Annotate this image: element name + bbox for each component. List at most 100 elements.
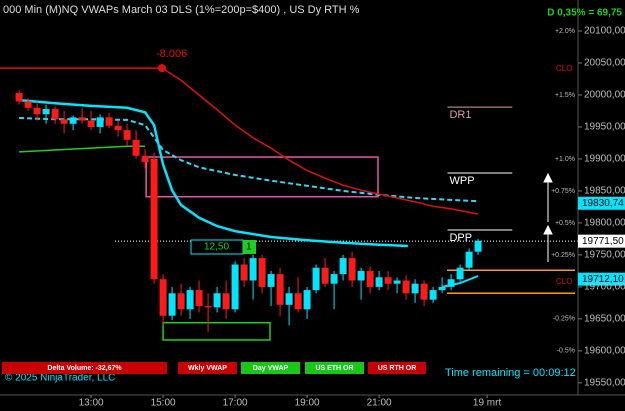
candle-body xyxy=(159,279,167,316)
arrow-head xyxy=(543,172,553,183)
candle-body xyxy=(339,258,347,275)
candle-body xyxy=(231,264,239,310)
price-marker-bg xyxy=(578,272,625,286)
x-tick-label: 21:00 xyxy=(367,398,392,409)
candle-body xyxy=(213,293,221,308)
candle-body xyxy=(168,293,176,316)
trend-arrows xyxy=(543,172,553,262)
y2-tick-label: +0.5% xyxy=(555,220,575,227)
candle-body xyxy=(222,293,230,310)
y2-tick-label: -0.5% xyxy=(557,348,575,355)
plot: DR1 WPP DPP -8.006 12,50 1 xyxy=(0,48,578,341)
pivot-label: DR1 xyxy=(449,109,471,121)
candle-body xyxy=(465,251,473,268)
candle-body xyxy=(276,274,284,305)
pivot-label: DPP xyxy=(449,232,472,244)
y2-tick-label: +1.0% xyxy=(555,156,575,163)
candle-body xyxy=(177,293,185,310)
arrow-head xyxy=(543,224,553,235)
candle-body xyxy=(303,290,311,310)
candle-body xyxy=(357,270,365,281)
y-tick-label: 19700,00 xyxy=(584,282,625,293)
candle-body xyxy=(186,290,194,310)
candle-body xyxy=(150,158,158,280)
candle-body xyxy=(330,274,338,284)
y2-tick-label: -0.25% xyxy=(553,316,575,323)
zone xyxy=(145,156,379,198)
x-tick-label: 15:00 xyxy=(151,398,176,409)
price-marker-label: 19830,74 xyxy=(582,198,624,209)
status-box xyxy=(178,362,237,374)
candle-body xyxy=(411,283,419,294)
candle-body xyxy=(240,264,248,281)
candle-body xyxy=(33,107,41,115)
candle-body xyxy=(438,286,446,291)
status-box xyxy=(2,362,167,374)
y-tick-label: 19650,00 xyxy=(584,314,625,325)
y-tick-label: 19900,00 xyxy=(584,154,625,165)
zone xyxy=(162,321,271,341)
price-marker-label: 19771,50 xyxy=(582,236,624,247)
candle-body xyxy=(105,117,113,126)
candle-body xyxy=(195,290,203,307)
x-tick-label: 19 mrt xyxy=(473,398,502,409)
y-tick-label: 20100,00 xyxy=(584,26,625,37)
close-label: CLO xyxy=(556,64,572,73)
candle-body xyxy=(384,277,392,284)
pivot-label: WPP xyxy=(449,175,474,187)
indicator-line xyxy=(18,98,408,248)
annotation-label: -8.006 xyxy=(156,48,187,60)
candle-body xyxy=(447,279,455,287)
time-remaining: Time remaining = 00:09:12 xyxy=(445,367,576,379)
price-marker-bg xyxy=(578,234,625,248)
status-label: US ETH OR xyxy=(315,365,353,372)
status-box xyxy=(368,362,426,374)
candle-body xyxy=(141,155,149,163)
candle-body xyxy=(348,258,356,281)
candle-body xyxy=(87,120,95,127)
tag-text: 12,50 xyxy=(204,242,229,253)
candle-body xyxy=(15,93,23,102)
candle-body xyxy=(258,258,266,287)
candle-body xyxy=(60,119,68,124)
y-tick-label: 20050,00 xyxy=(584,58,625,69)
candle-body xyxy=(366,270,374,287)
candle-body xyxy=(393,280,401,284)
status-label: Day VWAP xyxy=(253,365,289,372)
y-tick-label: 19850,00 xyxy=(584,186,625,197)
y-tick-label: 19550,00 xyxy=(584,377,625,388)
candle-body xyxy=(249,258,257,281)
candle-body xyxy=(132,139,140,156)
status-label: US RTH OR xyxy=(378,365,417,372)
status-box xyxy=(305,362,364,374)
candle-body xyxy=(51,109,59,120)
y-tick-label: 19600,00 xyxy=(584,346,625,357)
close-label: CLO xyxy=(556,277,572,286)
y-tick-label: 20000,00 xyxy=(584,90,625,101)
y2-tick-label: +0.75% xyxy=(551,188,575,195)
tag-count: 1 xyxy=(246,242,252,253)
header-right: D 0,35% = 69,75 xyxy=(547,8,622,19)
candle-body xyxy=(42,109,50,115)
candle-body xyxy=(474,240,482,252)
candle-body xyxy=(78,117,86,121)
candle-body xyxy=(285,293,293,305)
candle-body xyxy=(321,267,329,284)
candle-body xyxy=(429,290,437,300)
indicator-line xyxy=(0,67,479,215)
price-marker-label: 19712,10 xyxy=(582,274,624,285)
y-tick-label: 19950,00 xyxy=(584,122,625,133)
candle-body xyxy=(294,293,302,310)
candle-body xyxy=(402,280,410,294)
status-label: Wkly VWAP xyxy=(188,365,227,372)
y2-tick-label: +0.25% xyxy=(551,252,575,259)
y-tick-label: 19800,00 xyxy=(584,218,625,229)
candle-body xyxy=(420,283,428,300)
status-box xyxy=(241,362,300,374)
candle-body xyxy=(204,306,212,308)
candle-body xyxy=(267,274,275,287)
candle-body xyxy=(114,125,122,131)
chart-title: 000 Min (M)NQ VWAPs March 03 DLS (1%=200… xyxy=(3,4,360,16)
